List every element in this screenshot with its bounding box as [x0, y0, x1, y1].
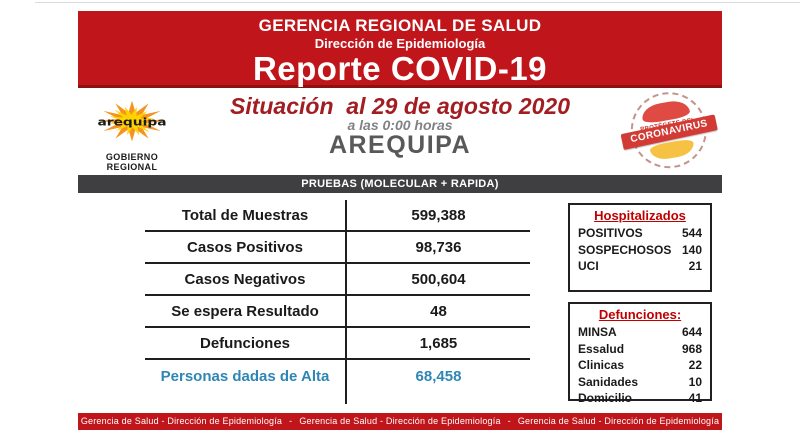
coronavirus-stamp-badge: PROTÉGETE DEL CORONAVIRUS	[614, 83, 726, 179]
org-subname: Dirección de Epidemiología	[314, 36, 486, 51]
top-hairline	[35, 2, 800, 3]
row-value: 500,604	[411, 270, 466, 288]
tests-section-bar: PRUEBAS (MOLECULAR + RAPIDA)	[78, 175, 722, 193]
row-value: 1,685	[419, 334, 458, 352]
header-banner: GERENCIA REGIONAL DE SALUD Dirección de …	[78, 11, 722, 88]
row-value: 10	[688, 374, 702, 389]
hospitalized-box: Hospitalizados POSITIVOS 544 SOSPECHOSOS…	[568, 203, 712, 292]
hospitalized-row: POSITIVOS 544	[578, 225, 702, 242]
region-name: AREQUIPA	[328, 131, 472, 159]
row-value: 48	[430, 302, 447, 320]
hospitalized-row: SOSPECHOSOS 140	[578, 242, 702, 259]
row-label: POSITIVOS	[578, 226, 643, 240]
logo-caption: GOBIERNO REGIONAL	[105, 152, 159, 172]
row-label: Casos Positivos	[145, 232, 347, 262]
footer-segment: Gerencia de Salud - Dirección de Epidemi…	[299, 416, 501, 426]
table-row-recovered: Personas dadas de Alta 68,458	[145, 360, 530, 392]
table-row: Defunciones 1,685	[145, 328, 530, 360]
sun-inner-rays	[108, 106, 156, 136]
row-label: Defunciones	[145, 328, 347, 358]
footer-separator: -	[289, 416, 293, 426]
row-label: Clinicas	[578, 358, 625, 372]
divider-tail-right	[347, 392, 530, 404]
row-label: Sanidades	[578, 374, 639, 389]
divider-tail	[145, 392, 347, 404]
row-label: SOSPECHOSOS	[578, 242, 672, 257]
table-row: Casos Negativos 500,604	[145, 264, 530, 296]
situation-heading: Situación al 29 de agosto 2020 a las 0:0…	[180, 93, 620, 160]
table-row: Total de Muestras 599,388	[145, 200, 530, 232]
row-label: UCI	[578, 259, 599, 273]
table-row: Casos Positivos 98,736	[145, 232, 530, 264]
row-value: 22	[688, 358, 702, 372]
footer-bar: Gerencia de Salud - Dirección de Epidemi…	[78, 413, 722, 430]
situation-time: a las 0:00 horas	[347, 117, 453, 133]
deaths-row: Essalud 968	[578, 341, 702, 358]
row-value: 544	[681, 226, 702, 240]
statistics-table: Total de Muestras 599,388 Casos Positivo…	[145, 200, 530, 404]
row-label: Total de Muestras	[145, 200, 347, 230]
row-label: MINSA	[578, 325, 617, 339]
row-label: Se espera Resultado	[145, 296, 347, 326]
logo-wordmark: arequipa	[97, 115, 166, 128]
row-value: 968	[681, 341, 702, 356]
footer-separator: -	[507, 416, 511, 426]
deaths-title: Defunciones:	[598, 307, 682, 322]
hospitalized-row: UCI 21	[578, 258, 702, 275]
table-divider-tail	[145, 392, 530, 404]
hospitalized-title: Hospitalizados	[594, 208, 686, 223]
deaths-row: Clinicas 22	[578, 357, 702, 374]
row-label: Domicilio	[578, 391, 633, 405]
footer-segment: Gerencia de Salud - Dirección de Epidemi…	[517, 416, 720, 426]
report-title: Reporte COVID-19	[252, 50, 548, 87]
row-label: Casos Negativos	[145, 264, 347, 294]
row-value: 21	[688, 259, 702, 273]
row-value: 68,458	[415, 367, 462, 385]
org-name: GERENCIA REGIONAL DE SALUD	[258, 16, 542, 35]
row-label: Essalud	[578, 341, 625, 356]
row-value: 41	[688, 391, 702, 405]
gobierno-regional-logo: arequipa GOBIERNO REGIONAL	[82, 92, 182, 172]
deaths-row: Domicilio 41	[578, 390, 702, 407]
row-value: 599,388	[411, 206, 466, 224]
situation-date: Situación al 29 de agosto 2020	[229, 93, 570, 119]
table-row: Se espera Resultado 48	[145, 296, 530, 328]
deaths-row: MINSA 644	[578, 324, 702, 341]
row-value: 98,736	[415, 238, 462, 256]
deaths-row: Sanidades 10	[578, 374, 702, 391]
deaths-box: Defunciones: MINSA 644 Essalud 968 Clini…	[568, 302, 712, 405]
row-value: 140	[681, 242, 702, 257]
sun-logo-icon: arequipa	[97, 100, 167, 142]
row-value: 644	[681, 325, 702, 339]
footer-segment: Gerencia de Salud - Dirección de Epidemi…	[80, 416, 283, 426]
row-label: Personas dadas de Alta	[145, 360, 347, 392]
